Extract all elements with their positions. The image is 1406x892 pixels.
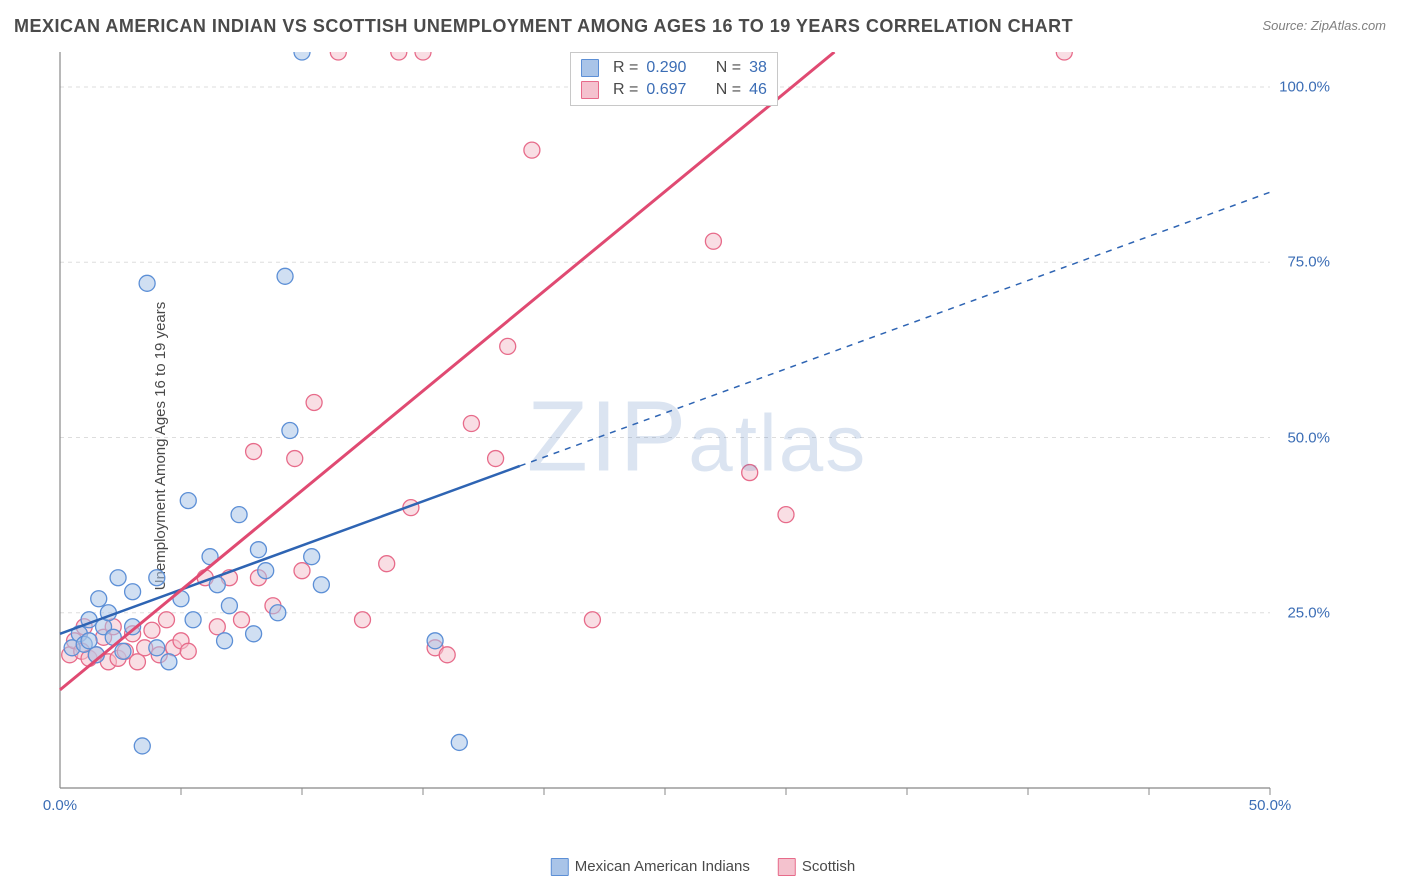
n-value: 46 (749, 81, 767, 99)
correlation-row: R = 0.290 N = 38 (581, 57, 767, 79)
correlation-row: R = 0.697 N = 46 (581, 79, 767, 101)
legend-item: Mexican American Indians (551, 858, 750, 876)
r-label: R = (613, 81, 638, 99)
r-value: 0.290 (646, 59, 686, 77)
x-tick-label: 50.0% (1249, 797, 1292, 814)
legend-label: Mexican American Indians (575, 858, 750, 875)
n-label: N = (716, 59, 741, 77)
legend-label: Scottish (802, 858, 855, 875)
legend-swatch (581, 59, 599, 77)
y-tick-label: 50.0% (1287, 429, 1330, 446)
legend-item: Scottish (778, 858, 855, 876)
y-tick-label: 75.0% (1287, 254, 1330, 271)
legend-swatch (551, 858, 569, 876)
n-label: N = (716, 81, 741, 99)
r-value: 0.697 (646, 81, 686, 99)
source-attribution: Source: ZipAtlas.com (1262, 18, 1386, 33)
scatter-plot: ZIPatlas R = 0.290 N = 38 R = 0.697 N = … (54, 52, 1340, 822)
legend-swatch (581, 81, 599, 99)
correlation-legend: R = 0.290 N = 38 R = 0.697 N = 46 (570, 52, 778, 106)
legend-swatch (778, 858, 796, 876)
n-value: 38 (749, 59, 767, 77)
y-tick-label: 100.0% (1279, 79, 1330, 96)
r-label: R = (613, 59, 638, 77)
y-tick-label: 25.0% (1287, 604, 1330, 621)
chart-canvas (54, 52, 1340, 822)
chart-title: MEXICAN AMERICAN INDIAN VS SCOTTISH UNEM… (14, 16, 1073, 37)
x-tick-label: 0.0% (43, 797, 77, 814)
series-legend: Mexican American Indians Scottish (551, 858, 855, 876)
